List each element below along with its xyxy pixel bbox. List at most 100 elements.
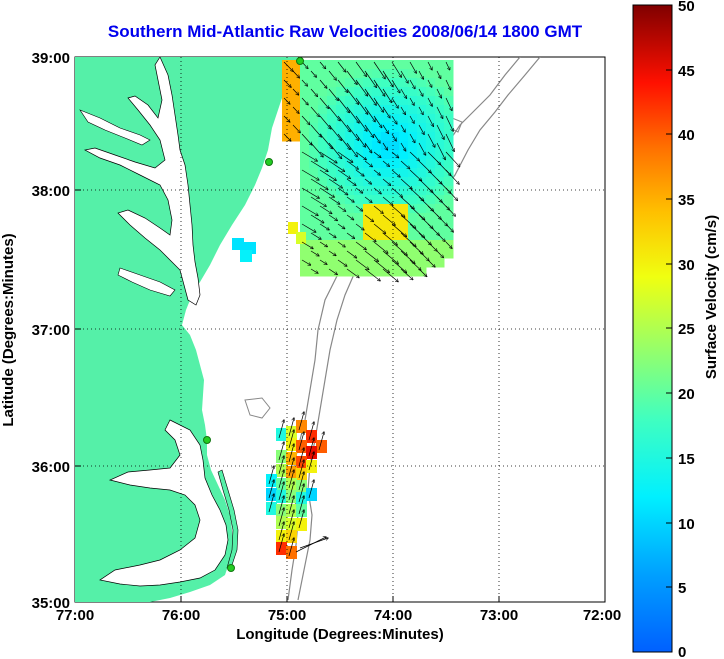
velocity-cell bbox=[276, 428, 287, 441]
velocity-cell bbox=[372, 150, 382, 160]
velocity-cell bbox=[363, 249, 373, 259]
velocity-vector bbox=[373, 133, 380, 143]
velocity-cell bbox=[306, 446, 317, 459]
radar-station-marker bbox=[265, 158, 273, 166]
velocity-vector bbox=[319, 241, 327, 247]
velocity-cell bbox=[336, 222, 346, 232]
velocity-cell bbox=[417, 222, 427, 232]
velocity-vector bbox=[346, 70, 357, 84]
velocity-vector bbox=[445, 205, 455, 216]
velocity-vector bbox=[382, 106, 390, 118]
velocity-vector bbox=[355, 61, 366, 76]
velocity-vector bbox=[355, 169, 364, 176]
velocity-vector bbox=[310, 178, 328, 189]
velocity-cell bbox=[345, 105, 355, 115]
velocity-cell bbox=[345, 132, 355, 142]
velocity-cell bbox=[390, 123, 400, 133]
velocity-cell bbox=[309, 78, 319, 88]
velocity-vector bbox=[328, 160, 344, 171]
velocity-vector bbox=[319, 151, 337, 163]
velocity-vector bbox=[400, 70, 408, 83]
velocity-vector bbox=[427, 79, 432, 87]
velocity-cell bbox=[408, 267, 418, 277]
velocity-cell bbox=[296, 420, 307, 433]
velocity-vector bbox=[355, 205, 363, 211]
velocity-cell bbox=[300, 69, 310, 79]
velocity-cell bbox=[336, 159, 346, 169]
velocity-vector bbox=[346, 268, 359, 278]
velocity-vector bbox=[400, 214, 416, 228]
velocity-cell bbox=[381, 105, 391, 115]
velocity-cell bbox=[372, 69, 382, 79]
velocity-cell bbox=[444, 141, 454, 151]
velocity-cell bbox=[318, 87, 328, 97]
velocity-cell bbox=[291, 60, 301, 70]
velocity-cell bbox=[363, 267, 373, 277]
velocity-vector bbox=[298, 448, 304, 467]
velocity-cell bbox=[426, 87, 436, 97]
velocity-vector bbox=[373, 115, 382, 127]
velocity-cell bbox=[372, 267, 382, 277]
velocity-cell bbox=[408, 213, 418, 223]
velocity-vector bbox=[319, 259, 327, 264]
velocity-vector bbox=[418, 268, 427, 276]
velocity-cell bbox=[306, 460, 317, 473]
velocity-cell bbox=[417, 141, 427, 151]
velocity-cell bbox=[435, 78, 445, 88]
velocity-cell bbox=[354, 114, 364, 124]
x-tick-label: 77:00 bbox=[56, 607, 94, 624]
velocity-vector bbox=[310, 142, 323, 157]
velocity-vector bbox=[328, 232, 336, 238]
velocity-vector bbox=[278, 482, 284, 501]
velocity-cell bbox=[300, 141, 310, 151]
velocity-vector bbox=[337, 223, 345, 229]
velocity-cell bbox=[276, 464, 287, 477]
velocity-cell bbox=[444, 114, 454, 124]
velocity-cell bbox=[276, 478, 287, 491]
velocity-cell bbox=[408, 60, 418, 70]
velocity-cell bbox=[363, 150, 373, 160]
isobath-contour bbox=[244, 397, 271, 419]
velocity-vector bbox=[283, 61, 293, 71]
velocity-vector bbox=[355, 115, 367, 131]
velocity-cell bbox=[372, 249, 382, 259]
velocity-cell bbox=[345, 222, 355, 232]
colorbar-tick-label: 15 bbox=[678, 451, 695, 468]
velocity-vector bbox=[409, 97, 414, 105]
velocity-vector bbox=[436, 250, 443, 258]
velocity-vector bbox=[319, 97, 329, 108]
velocity-vector bbox=[310, 196, 326, 206]
velocity-cell bbox=[372, 141, 382, 151]
colorbar bbox=[632, 4, 673, 653]
velocity-vector bbox=[373, 223, 385, 233]
velocity-vector bbox=[400, 160, 410, 169]
velocity-cell bbox=[354, 78, 364, 88]
velocity-cell bbox=[354, 222, 364, 232]
velocity-vector bbox=[409, 223, 424, 237]
velocity-cell bbox=[444, 105, 454, 115]
velocity-cell bbox=[399, 123, 409, 133]
velocity-cell bbox=[381, 87, 391, 97]
velocity-cell bbox=[327, 69, 337, 79]
velocity-vector bbox=[301, 115, 310, 125]
velocity-vector bbox=[427, 133, 435, 147]
velocity-vector bbox=[319, 133, 332, 149]
velocity-vector bbox=[445, 97, 452, 110]
velocity-cell bbox=[381, 141, 391, 151]
velocity-vector bbox=[319, 169, 336, 180]
velocity-cell bbox=[316, 440, 327, 453]
velocity-cell bbox=[309, 132, 319, 142]
velocity-cell bbox=[296, 232, 306, 244]
velocity-cell bbox=[336, 78, 346, 88]
velocity-cell bbox=[336, 267, 346, 277]
velocity-vector bbox=[278, 496, 284, 515]
colorbar-tick-label: 45 bbox=[678, 63, 695, 80]
velocity-vector bbox=[301, 259, 311, 265]
velocity-cell bbox=[327, 132, 337, 142]
velocity-vector bbox=[288, 496, 294, 515]
velocity-cell bbox=[372, 105, 382, 115]
velocity-cell bbox=[435, 114, 445, 124]
velocity-vector bbox=[310, 268, 318, 273]
velocity-cell bbox=[399, 150, 409, 160]
velocity-cell bbox=[390, 231, 400, 241]
